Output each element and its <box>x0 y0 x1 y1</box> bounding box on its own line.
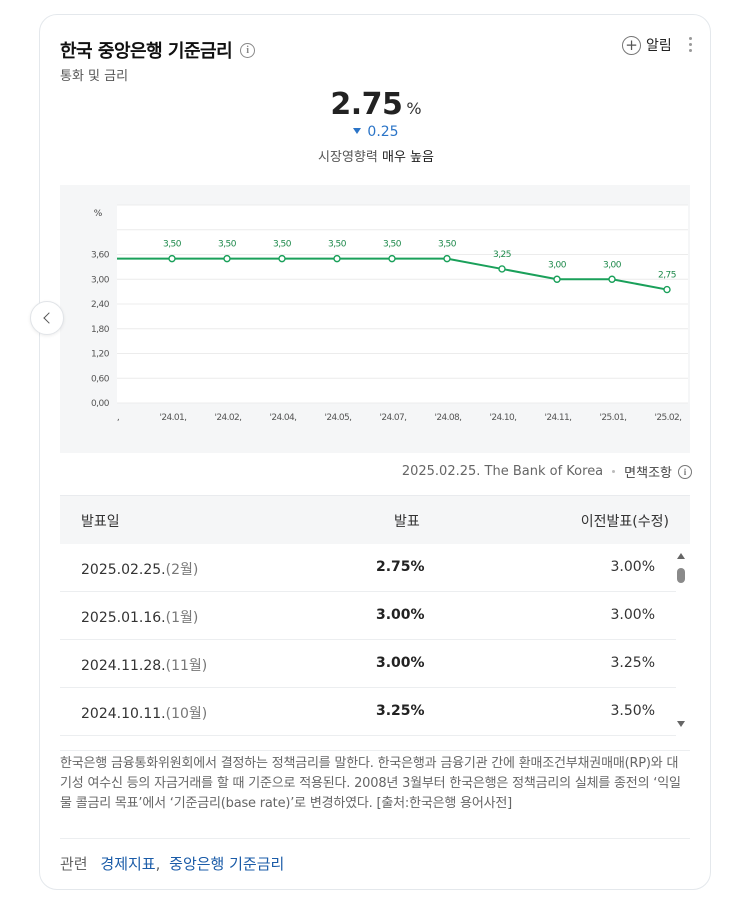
x-tick-label: '24.10, <box>490 413 517 423</box>
alarm-label: 알림 <box>646 38 672 54</box>
disclaimer-link[interactable]: 면책조항 <box>624 466 672 481</box>
info-icon[interactable]: i <box>240 42 256 58</box>
data-point <box>608 275 616 283</box>
rate-chart-svg: % 0,00 0,60 1,20 1,80 2,40 3,00 3,60, '24.01, '24… <box>91 204 688 423</box>
rate-change: 0.25 <box>40 124 712 140</box>
rate-value-line: 2.75% <box>40 87 712 122</box>
disclaimer-info-icon[interactable]: i <box>678 464 692 479</box>
influence-label: 시장영향력 <box>318 150 378 165</box>
row-date: 2024.10.11.(10월) <box>81 706 208 722</box>
interest-rate-card: 한국 중앙은행 기준금리 i 통화 및 금리 + 알림 2.75% 0.25 시… <box>39 14 711 890</box>
y-tick-label: 0,60 <box>91 374 110 384</box>
market-influence: 시장영향력 매우 높음 <box>40 146 712 165</box>
separator-dot <box>612 470 616 473</box>
scroll-thumb[interactable] <box>677 568 685 583</box>
row-date: 2025.02.25.(2월) <box>81 562 199 578</box>
plus-circle-icon: + <box>622 35 641 55</box>
rate-change-value: 0.25 <box>367 124 399 140</box>
table-body[interactable]: 2025.02.25.(2월) 2.75% 3.00% 2025.01.16.(… <box>60 544 690 736</box>
scroll-down-arrow-icon[interactable] <box>677 721 685 727</box>
x-tick-label: '25.02, <box>655 413 682 423</box>
header-previous: 이전발표(수정) <box>580 514 669 530</box>
card-subtitle: 통화 및 금리 <box>60 69 129 84</box>
x-tick-label: '24.07, <box>380 413 407 423</box>
data-label: 3,50 <box>328 240 347 250</box>
x-tick-label: '24.08, <box>435 413 462 423</box>
table-row: 2025.02.25.(2월) 2.75% 3.00% <box>60 544 676 592</box>
down-triangle-icon <box>353 128 362 134</box>
data-point <box>223 254 231 263</box>
table-row: 2024.10.11.(10월) 3.25% 3.50% <box>60 688 676 736</box>
row-value: 3.00% <box>376 655 425 671</box>
more-options-button[interactable] <box>685 34 695 54</box>
y-tick-label: 3,00 <box>91 275 110 285</box>
chevron-left-icon <box>42 312 55 324</box>
data-label: 3,00 <box>548 260 567 270</box>
related-link-central-bank-rate[interactable]: 중앙은행 기준금리 <box>169 855 285 873</box>
table-scrollbar[interactable] <box>675 553 687 731</box>
row-value: 3.25% <box>376 703 425 719</box>
table-row: 2025.01.16.(1월) 3.00% 3.00% <box>60 592 676 640</box>
source-text: 2025.02.25. The Bank of Korea <box>401 464 604 479</box>
row-previous: 3.50% <box>610 703 655 719</box>
source-row: 2025.02.25. The Bank of Korea 면책조항 i <box>40 462 692 481</box>
row-previous: 3.00% <box>610 559 655 575</box>
data-point <box>443 254 451 263</box>
row-date: 2025.01.16.(1월) <box>81 610 199 626</box>
description-text: 한국은행 금융통화위원회에서 결정하는 정책금리를 말한다. 한국은행과 금융기… <box>60 750 690 814</box>
table-row: 2024.11.28.(11월) 3.00% 3.25% <box>60 640 676 688</box>
x-tick-label: '24.11, <box>545 413 572 423</box>
row-date: 2024.11.28.(11월) <box>81 658 208 674</box>
influence-value: 매우 높음 <box>381 150 434 165</box>
x-tick-label: , <box>117 413 119 423</box>
row-previous: 3.00% <box>610 607 655 623</box>
data-point <box>388 254 396 263</box>
more-dots-icon <box>688 36 692 40</box>
data-label: 3,00 <box>603 260 622 270</box>
rate-unit: % <box>406 99 422 118</box>
row-previous: 3.25% <box>610 655 655 671</box>
data-label: 3,50 <box>383 240 402 250</box>
data-point <box>168 254 176 263</box>
related-links: 관련 경제지표, 중앙은행 기준금리 <box>60 838 690 874</box>
rate-value: 2.75 <box>330 87 403 122</box>
alarm-button[interactable]: + 알림 <box>622 35 672 55</box>
x-tick-label: '24.02, <box>215 413 242 423</box>
data-point <box>553 275 561 283</box>
y-unit-label: % <box>94 209 103 219</box>
data-point <box>278 254 286 263</box>
rate-chart: % 0,00 0,60 1,20 1,80 2,40 3,00 3,60, '24.01, '24… <box>60 185 690 453</box>
table-header: 발표일 발표 이전발표(수정) <box>60 495 690 544</box>
chart-prev-button[interactable] <box>30 301 64 335</box>
data-label: 3,50 <box>438 240 457 250</box>
card-title: 한국 중앙은행 기준금리 <box>60 41 233 62</box>
related-label: 관련 <box>60 855 88 873</box>
rate-summary: 2.75% 0.25 시장영향력 매우 높음 <box>40 87 712 165</box>
x-tick-label: '24.04, <box>270 413 297 423</box>
title-row: 한국 중앙은행 기준금리 i <box>60 37 256 63</box>
data-label: 3,50 <box>218 240 237 250</box>
y-tick-label: 1,80 <box>91 325 110 335</box>
y-tick-label: 1,20 <box>91 350 110 360</box>
scroll-up-arrow-icon[interactable] <box>677 553 685 559</box>
row-value: 2.75% <box>376 559 425 575</box>
data-point <box>333 254 341 263</box>
x-tick-label: '24.01, <box>160 413 187 423</box>
header-date: 발표일 <box>81 514 120 530</box>
data-point <box>663 285 671 294</box>
y-tick-label: 2,40 <box>91 300 110 310</box>
data-label: 3,50 <box>273 240 292 250</box>
x-tick-label: '25.01, <box>600 413 627 423</box>
row-value: 3.00% <box>376 607 425 623</box>
related-link-economic-indicators[interactable]: 경제지표 <box>100 855 156 873</box>
data-label: 3,25 <box>493 250 511 260</box>
data-label: 2,75 <box>658 271 676 281</box>
header-actual: 발표 <box>394 514 420 530</box>
y-tick-label: 0,00 <box>91 399 110 409</box>
x-tick-label: '24.05, <box>325 413 352 423</box>
data-point <box>498 265 506 273</box>
y-tick-label: 3,60 <box>91 251 110 261</box>
data-label: 3,50 <box>163 240 182 250</box>
